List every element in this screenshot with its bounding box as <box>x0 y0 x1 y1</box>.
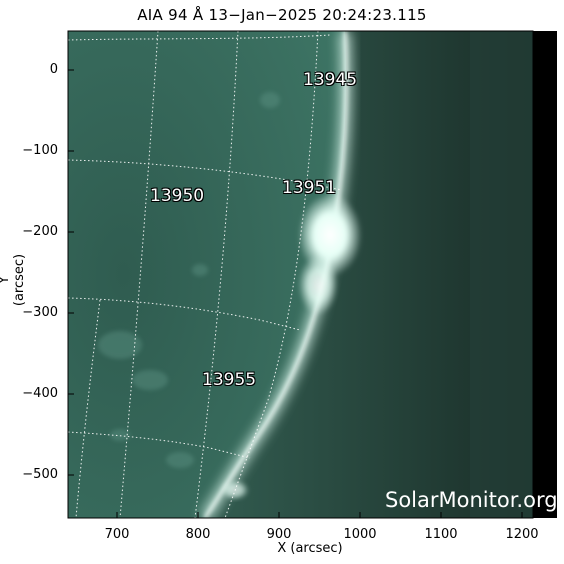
flare-loops <box>298 255 338 315</box>
image-edge <box>533 31 557 518</box>
noise-strip <box>470 31 533 518</box>
x-tick-label: 1100 <box>424 527 458 542</box>
limb-edge <box>203 31 348 518</box>
region-label-13950: 13950 <box>150 186 205 206</box>
y-axis-label: Y (arcsec) <box>0 253 27 307</box>
region-label-13955: 13955 <box>202 370 257 390</box>
x-tick-label: 1000 <box>343 527 377 542</box>
y-tick-label: −500 <box>22 467 58 482</box>
y-tick-label: 0 <box>49 62 58 77</box>
x-tick-label: 900 <box>266 527 292 542</box>
tick-marks <box>68 69 523 518</box>
coordinate-grid <box>68 31 343 518</box>
x-axis-label: X (arcsec) <box>277 541 343 556</box>
region-label-13951: 13951 <box>282 178 337 198</box>
x-tick-label: 800 <box>185 527 211 542</box>
watermark: SolarMonitor.org <box>385 488 558 512</box>
y-tick-label: −400 <box>22 386 58 401</box>
region-label-13945: 13945 <box>303 70 358 90</box>
y-tick-label: −300 <box>22 305 58 320</box>
x-tick-label: 700 <box>104 527 130 542</box>
image-title: AIA 94 Å 13−Jan−2025 20:24:23.115 <box>137 6 427 24</box>
x-tick-label: 1200 <box>505 527 539 542</box>
y-tick-label: −200 <box>22 224 58 239</box>
y-tick-label: −100 <box>22 143 58 158</box>
